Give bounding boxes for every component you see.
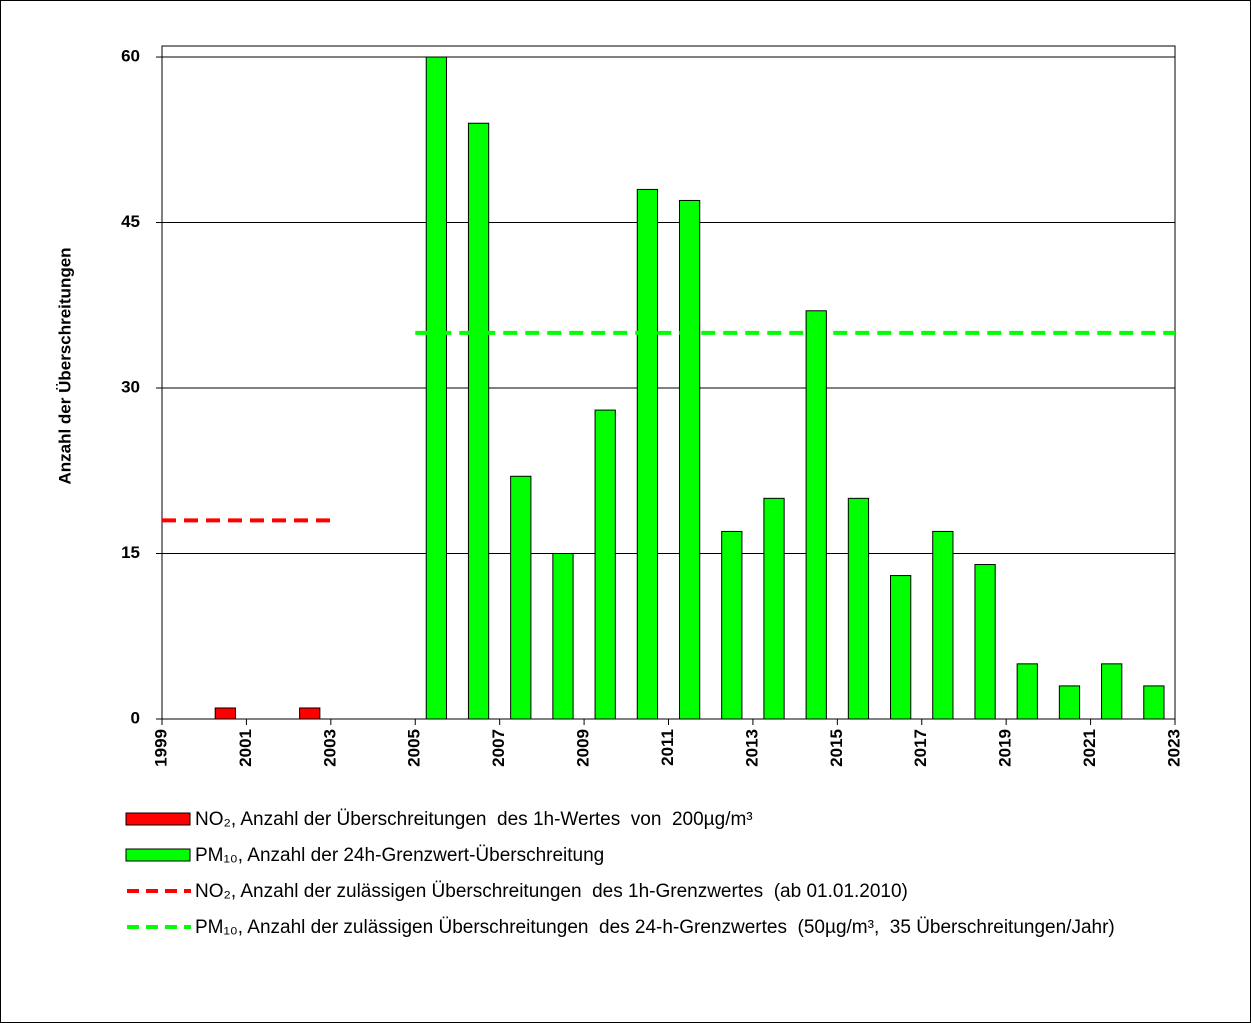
legend-swatch: [125, 808, 195, 831]
x-tick-label: 2009: [574, 729, 593, 767]
bar: [552, 553, 574, 720]
legend-swatch-svg: [127, 925, 191, 929]
y-tick-label: 45: [121, 212, 140, 231]
bar: [510, 475, 532, 720]
bar: [932, 530, 954, 720]
legend-label: PM₁₀, Anzahl der zulässigen Überschreitu…: [195, 917, 1115, 938]
plot-frame: [161, 45, 1176, 720]
bar: [1058, 685, 1081, 720]
bar: [1143, 685, 1165, 720]
x-tick-label: 2011: [658, 729, 677, 766]
y-tick-label: 15: [121, 543, 140, 562]
legend-swatch: [125, 916, 195, 939]
bar: [594, 409, 616, 720]
legend-box: [125, 812, 191, 826]
legend-label: NO₂, Anzahl der Überschreitungen des 1h-…: [195, 809, 753, 830]
x-tick-label: 2017: [911, 729, 930, 767]
bar: [890, 575, 912, 720]
legend-label: PM₁₀, Anzahl der 24h-Grenzwert-Überschre…: [195, 845, 605, 866]
legend-entry: PM₁₀, Anzahl der zulässigen Überschreitu…: [125, 916, 1155, 939]
chart: Anzahl der Überschreitungen 0 15 30 45 60 199…: [55, 45, 1183, 767]
x-tick-label: 1999: [151, 729, 170, 767]
legend-label: NO₂, Anzahl der zulässigen Überschreitun…: [195, 881, 908, 902]
bar: [425, 56, 447, 720]
bar: [721, 530, 743, 720]
x-tick-label: 2023: [1164, 729, 1183, 767]
x-tick-label: 2007: [489, 729, 508, 767]
bar: [1101, 663, 1123, 720]
bar: [299, 707, 321, 720]
bar: [467, 122, 490, 720]
bar: [214, 707, 236, 720]
bar: [636, 188, 659, 720]
legend-entry: PM₁₀, Anzahl der 24h-Grenzwert-Überschre…: [125, 844, 1155, 867]
x-tick-label: 2013: [742, 729, 761, 767]
x-tick-label: 2005: [405, 729, 424, 767]
legend-swatch: [125, 844, 195, 867]
y-tick-label: 30: [121, 378, 140, 397]
x-tick-label: 2021: [1080, 729, 1099, 767]
x-tick-label: 2003: [320, 729, 339, 767]
legend-swatch-svg: [125, 812, 191, 826]
x-tick-label: 2019: [996, 729, 1015, 767]
legend-swatch-svg: [125, 848, 191, 862]
x-tick-label: 2015: [827, 729, 846, 767]
bar: [678, 199, 701, 720]
legend: NO₂, Anzahl der Überschreitungen des 1h-…: [125, 808, 1155, 952]
bar: [847, 497, 870, 720]
legend-swatch-svg: [127, 889, 191, 893]
x-tick-label: 2001: [236, 729, 255, 767]
y-tick-label: 0: [131, 708, 140, 727]
legend-box: [125, 848, 191, 862]
bar: [1016, 663, 1038, 720]
bar: [974, 564, 996, 720]
bar: [805, 310, 827, 720]
legend-entry: NO₂, Anzahl der zulässigen Überschreitun…: [125, 880, 1155, 903]
y-tick-label: 60: [121, 47, 140, 66]
bar: [763, 497, 785, 720]
legend-swatch: [125, 880, 195, 903]
y-axis-label: Anzahl der Überschreitungen: [55, 247, 74, 484]
legend-entry: NO₂, Anzahl der Überschreitungen des 1h-…: [125, 808, 1155, 831]
